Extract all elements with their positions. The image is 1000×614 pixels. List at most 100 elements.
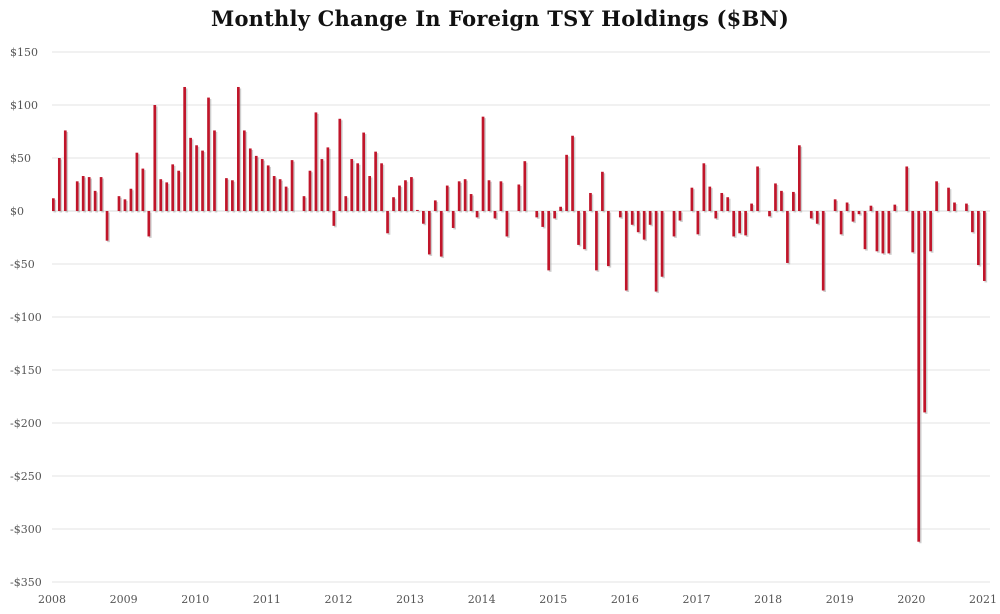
bar-shadow bbox=[345, 197, 349, 213]
bar-shadow bbox=[984, 212, 988, 283]
bar bbox=[63, 130, 67, 211]
bar bbox=[129, 188, 133, 211]
bar-shadow bbox=[184, 88, 188, 213]
bar bbox=[636, 211, 640, 233]
bar-shadow bbox=[656, 212, 659, 294]
bar bbox=[815, 211, 819, 224]
bar bbox=[517, 184, 521, 211]
bar bbox=[559, 206, 562, 211]
bar-shadow bbox=[680, 212, 683, 223]
bar bbox=[135, 152, 139, 211]
bar bbox=[696, 211, 700, 235]
bar-shadow bbox=[787, 212, 791, 265]
bar-shadow bbox=[453, 212, 457, 230]
bar bbox=[171, 164, 175, 211]
x-tick-label: 2021 bbox=[969, 593, 997, 606]
bar-shadow bbox=[89, 178, 92, 213]
bar bbox=[857, 211, 861, 215]
bar-shadow bbox=[160, 180, 164, 213]
bar-shadow bbox=[650, 212, 653, 227]
bar-shadow bbox=[381, 164, 385, 213]
bar bbox=[839, 211, 843, 235]
bar bbox=[344, 196, 348, 211]
y-tick-label: -$200 bbox=[10, 417, 42, 430]
bar-shadow bbox=[190, 139, 194, 213]
bar-shadow bbox=[769, 212, 773, 218]
bar bbox=[93, 190, 97, 211]
bar bbox=[445, 185, 449, 211]
bar bbox=[451, 211, 455, 228]
bar-shadow bbox=[799, 146, 803, 213]
bar-shadow bbox=[351, 160, 355, 213]
bar bbox=[487, 180, 491, 211]
bar-shadow bbox=[566, 156, 570, 213]
x-tick-label: 2011 bbox=[253, 593, 281, 606]
bar bbox=[672, 211, 676, 237]
bar bbox=[971, 211, 974, 233]
bar bbox=[404, 180, 407, 211]
bar-shadow bbox=[226, 179, 230, 213]
bar-shadow bbox=[369, 177, 373, 213]
bar-shadow bbox=[435, 201, 439, 213]
bar bbox=[380, 163, 383, 211]
bar-shadow bbox=[202, 152, 206, 213]
bar bbox=[266, 165, 270, 211]
bar bbox=[953, 202, 956, 211]
bar-shadow bbox=[775, 184, 779, 213]
x-tick-label: 2016 bbox=[611, 593, 639, 606]
bar bbox=[254, 155, 258, 211]
bar-shadow bbox=[542, 212, 546, 229]
bar-shadow bbox=[214, 131, 218, 213]
bar bbox=[505, 211, 509, 237]
bar-shadow bbox=[859, 212, 862, 216]
bar bbox=[601, 171, 604, 211]
bar-shadow bbox=[972, 212, 976, 234]
bar-shadow bbox=[459, 182, 462, 213]
bar bbox=[756, 166, 759, 211]
bar bbox=[678, 211, 682, 221]
bar bbox=[123, 199, 127, 211]
bar bbox=[595, 211, 598, 271]
bar-shadow bbox=[608, 212, 612, 268]
bar bbox=[356, 163, 360, 211]
bar-shadow bbox=[757, 167, 761, 213]
bar bbox=[374, 151, 377, 211]
y-tick-label: -$250 bbox=[10, 470, 42, 483]
bar-shadow bbox=[250, 149, 254, 213]
bar bbox=[887, 211, 891, 254]
bar-shadow bbox=[662, 212, 665, 279]
bar-shadow bbox=[166, 183, 170, 213]
bar bbox=[499, 181, 503, 211]
bar bbox=[541, 211, 545, 227]
bar bbox=[905, 166, 909, 211]
bar-shadow bbox=[357, 164, 361, 213]
bar-shadow bbox=[142, 170, 146, 213]
bar-shadow bbox=[411, 178, 415, 213]
bar bbox=[308, 170, 312, 211]
x-tick-label: 2010 bbox=[181, 593, 209, 606]
bar-shadow bbox=[727, 198, 731, 213]
bar bbox=[290, 160, 294, 211]
bar-shadow bbox=[548, 212, 552, 272]
bar bbox=[708, 186, 712, 211]
bar bbox=[248, 148, 252, 211]
bar-shadow bbox=[632, 212, 636, 227]
bar bbox=[475, 211, 479, 218]
bar-shadow bbox=[871, 207, 874, 213]
bar-shadow bbox=[196, 146, 200, 213]
bar-shadow bbox=[238, 88, 242, 213]
x-tick-label: 2014 bbox=[468, 593, 496, 606]
x-tick-label: 2012 bbox=[324, 593, 352, 606]
bar-shadow bbox=[268, 166, 272, 213]
bar-shadow bbox=[262, 160, 266, 213]
bar-shadow bbox=[811, 212, 815, 220]
bar bbox=[368, 176, 371, 211]
bar bbox=[141, 168, 145, 211]
bar-shadow bbox=[280, 180, 283, 213]
bar bbox=[965, 203, 968, 211]
bar bbox=[314, 112, 318, 211]
bar-shadow bbox=[471, 195, 474, 213]
bar-shadow bbox=[107, 212, 110, 243]
bar-shadow bbox=[333, 212, 337, 228]
bar bbox=[702, 163, 706, 211]
